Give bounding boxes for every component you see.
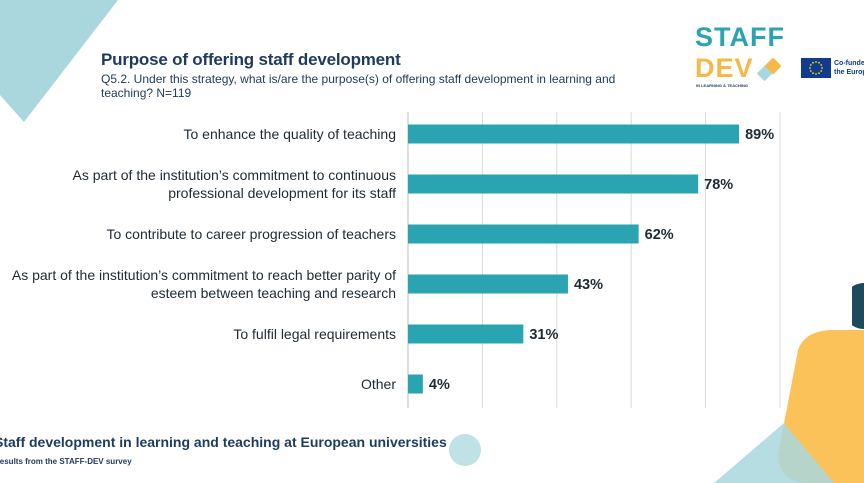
logo-text-staff: STAFF [695,22,785,52]
data-label: 43% [574,277,603,293]
bar [408,274,568,294]
data-label: 89% [745,127,774,143]
bar-chart: 89% To enhance the quality of teaching 78%… [12,112,781,408]
bar [408,374,423,394]
category-label: Other [361,376,396,392]
category-label: esteem between teaching and research [151,285,396,301]
category-label: To contribute to career progression of t… [107,226,397,242]
category-label: To fulfil legal requirements [233,326,396,342]
decorative-triangle-bottom [714,423,834,483]
data-label: 62% [645,227,674,243]
eu-text-line2: the European Union [834,69,864,76]
category-label: To enhance the quality of teaching [184,126,397,142]
data-label: 31% [529,327,558,343]
data-label: 78% [704,177,733,193]
bar [408,174,699,194]
category-label: As part of the institution’s commitment … [12,267,396,283]
logo-diamond-icon [756,58,782,82]
decorative-triangle-top-left [0,0,118,122]
footer-subtitle: Results from the STAFF-DEV survey [0,457,132,466]
category-label: professional development for its staff [168,185,396,201]
logo-text-dev: DEV [695,53,754,83]
decorative-circle-bottom [449,434,481,466]
bar [408,224,639,244]
category-label: As part of the institution’s commitment … [73,167,396,183]
question-subtitle: Q5.2. Under this strategy, what is/are t… [101,72,616,100]
bar [408,124,740,144]
eu-flag-icon [801,58,831,78]
footer-title: Staff development in learning and teachi… [0,434,447,450]
bar [408,324,524,344]
staff-dev-logo: STAFF DEV IN LEARNING & TEACHING [695,22,785,92]
decorative-arc-right [852,283,864,329]
page-title: Purpose of offering staff development [101,50,401,69]
eu-cofunded-label: Co-funded by the European Union [834,59,864,77]
eu-text-line1: Co-funded by [834,60,864,67]
data-label: 4% [429,377,450,393]
logo-tagline: IN LEARNING & TEACHING [696,83,748,88]
